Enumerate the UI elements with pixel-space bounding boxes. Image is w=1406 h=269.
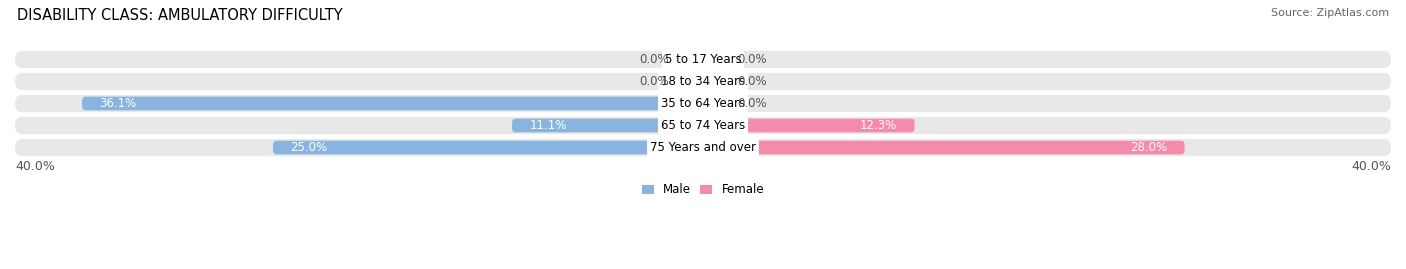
Text: 36.1%: 36.1% — [100, 97, 136, 110]
Legend: Male, Female: Male, Female — [641, 183, 765, 196]
Text: 40.0%: 40.0% — [1351, 160, 1391, 173]
Text: DISABILITY CLASS: AMBULATORY DIFFICULTY: DISABILITY CLASS: AMBULATORY DIFFICULTY — [17, 8, 343, 23]
FancyBboxPatch shape — [15, 139, 1391, 156]
FancyBboxPatch shape — [273, 141, 703, 154]
FancyBboxPatch shape — [703, 119, 914, 132]
Text: 0.0%: 0.0% — [737, 97, 768, 110]
FancyBboxPatch shape — [15, 73, 1391, 90]
Text: 0.0%: 0.0% — [737, 75, 768, 88]
Text: 25.0%: 25.0% — [290, 141, 328, 154]
Text: 0.0%: 0.0% — [638, 53, 669, 66]
Text: Source: ZipAtlas.com: Source: ZipAtlas.com — [1271, 8, 1389, 18]
Text: 65 to 74 Years: 65 to 74 Years — [661, 119, 745, 132]
Text: 40.0%: 40.0% — [15, 160, 55, 173]
FancyBboxPatch shape — [15, 51, 1391, 68]
Text: 12.3%: 12.3% — [860, 119, 897, 132]
Text: 35 to 64 Years: 35 to 64 Years — [661, 97, 745, 110]
FancyBboxPatch shape — [703, 141, 1185, 154]
Text: 5 to 17 Years: 5 to 17 Years — [665, 53, 741, 66]
Text: 28.0%: 28.0% — [1130, 141, 1167, 154]
Text: 0.0%: 0.0% — [737, 53, 768, 66]
FancyBboxPatch shape — [15, 117, 1391, 134]
FancyBboxPatch shape — [512, 119, 703, 132]
Text: 11.1%: 11.1% — [529, 119, 567, 132]
Text: 75 Years and over: 75 Years and over — [650, 141, 756, 154]
FancyBboxPatch shape — [82, 97, 703, 110]
FancyBboxPatch shape — [15, 95, 1391, 112]
Text: 18 to 34 Years: 18 to 34 Years — [661, 75, 745, 88]
Text: 0.0%: 0.0% — [638, 75, 669, 88]
